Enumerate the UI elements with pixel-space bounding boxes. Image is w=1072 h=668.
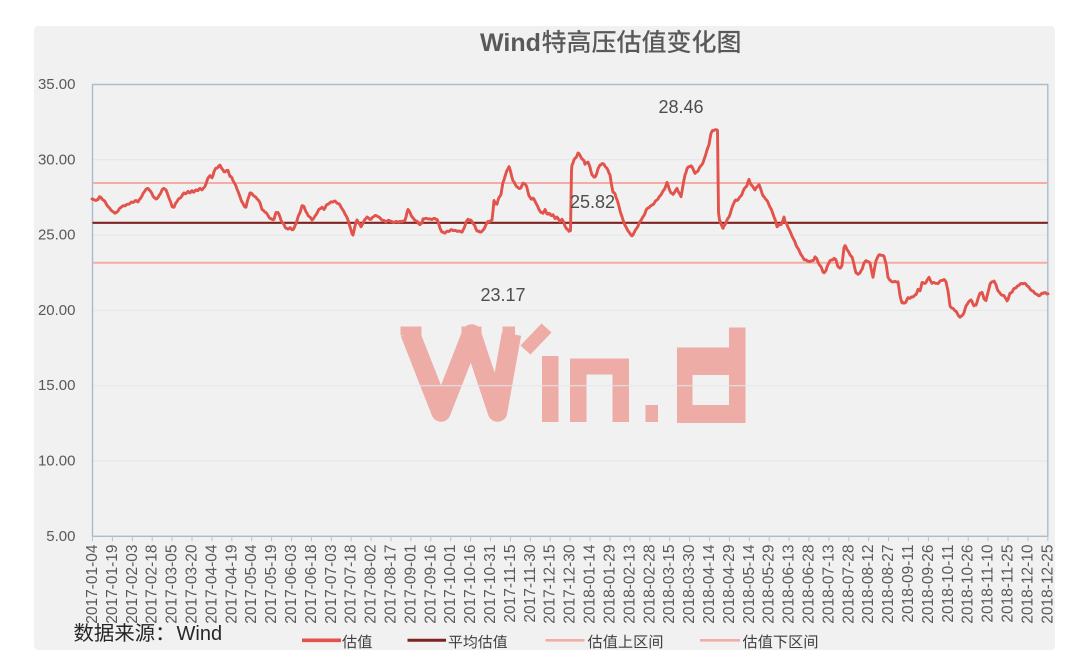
svg-text:2018-07-13: 2018-07-13	[820, 545, 837, 624]
svg-text:2017-05-04: 2017-05-04	[243, 544, 260, 624]
svg-text:23.17: 23.17	[480, 285, 525, 305]
svg-text:2017-08-17: 2017-08-17	[383, 545, 400, 624]
svg-text:2017-10-16: 2017-10-16	[462, 545, 479, 624]
svg-text:2017-03-05: 2017-03-05	[164, 545, 181, 624]
svg-text:2018-10-11: 2018-10-11	[940, 545, 957, 623]
svg-text:2018-09-11: 2018-09-11	[900, 545, 917, 623]
svg-text:2017-05-19: 2017-05-19	[263, 545, 280, 624]
svg-text:2017-12-30: 2017-12-30	[562, 544, 579, 624]
svg-text:2017-06-03: 2017-06-03	[283, 545, 300, 624]
svg-text:30.00: 30.00	[38, 151, 76, 168]
svg-text:2018-12-25: 2018-12-25	[1039, 545, 1056, 624]
svg-text:2018-05-14: 2018-05-14	[741, 544, 758, 624]
svg-text:2017-01-19: 2017-01-19	[104, 545, 121, 624]
svg-text:2017-11-15: 2017-11-15	[502, 545, 519, 623]
svg-text:2018-01-14: 2018-01-14	[582, 544, 599, 624]
svg-text:Wind: Wind	[177, 623, 223, 645]
svg-text:2018-12-10: 2018-12-10	[1019, 544, 1036, 624]
svg-text:2018-08-27: 2018-08-27	[880, 545, 897, 624]
svg-text:2017-02-03: 2017-02-03	[124, 545, 141, 624]
svg-text:2017-10-31: 2017-10-31	[482, 545, 499, 624]
svg-text:2018-10-26: 2018-10-26	[960, 545, 977, 624]
svg-text:2017-09-16: 2017-09-16	[422, 545, 439, 624]
svg-text:25.00: 25.00	[38, 227, 76, 244]
svg-text:5.00: 5.00	[46, 528, 75, 545]
svg-text:2018-09-26: 2018-09-26	[920, 545, 937, 624]
svg-text:2018-06-13: 2018-06-13	[781, 545, 798, 624]
svg-text:2017-02-18: 2017-02-18	[144, 545, 161, 624]
svg-text:2017-04-04: 2017-04-04	[203, 544, 220, 624]
svg-text:2017-11-30: 2017-11-30	[522, 544, 539, 623]
svg-text:2018-01-29: 2018-01-29	[602, 545, 619, 624]
svg-text:2018-03-30: 2018-03-30	[681, 544, 698, 624]
svg-text:2018-11-10: 2018-11-10	[980, 544, 997, 623]
svg-text:25.82: 25.82	[570, 192, 615, 212]
svg-text:10.00: 10.00	[38, 453, 76, 470]
svg-text:15.00: 15.00	[38, 377, 76, 394]
svg-text:2018-03-15: 2018-03-15	[661, 545, 678, 624]
svg-text:Wind: Wind	[480, 29, 541, 57]
svg-text:2018-05-29: 2018-05-29	[761, 545, 778, 624]
svg-text:2017-04-19: 2017-04-19	[223, 545, 240, 624]
svg-text:2017-07-18: 2017-07-18	[343, 545, 360, 624]
svg-text:2018-02-28: 2018-02-28	[641, 545, 658, 624]
svg-text:2017-10-01: 2017-10-01	[442, 545, 459, 624]
svg-text:2018-06-28: 2018-06-28	[801, 545, 818, 624]
svg-text:35.00: 35.00	[38, 76, 76, 93]
svg-text:2018-07-28: 2018-07-28	[840, 545, 857, 624]
svg-text:2017-03-20: 2017-03-20	[184, 544, 201, 624]
svg-text:2017-12-15: 2017-12-15	[542, 545, 559, 624]
svg-text:2017-06-18: 2017-06-18	[303, 545, 320, 624]
svg-text:2018-08-12: 2018-08-12	[860, 545, 877, 624]
svg-text:2017-01-04: 2017-01-04	[84, 544, 101, 624]
svg-text:2017-08-02: 2017-08-02	[363, 545, 380, 624]
svg-text:2017-09-01: 2017-09-01	[402, 545, 419, 624]
svg-text:2018-04-29: 2018-04-29	[721, 545, 738, 624]
svg-text:28.46: 28.46	[658, 97, 703, 117]
svg-text:2017-07-03: 2017-07-03	[323, 545, 340, 624]
svg-text:2018-11-25: 2018-11-25	[1000, 545, 1017, 623]
svg-text:2018-02-13: 2018-02-13	[621, 545, 638, 624]
svg-text:20.00: 20.00	[38, 302, 76, 319]
svg-text:2018-04-14: 2018-04-14	[701, 544, 718, 624]
